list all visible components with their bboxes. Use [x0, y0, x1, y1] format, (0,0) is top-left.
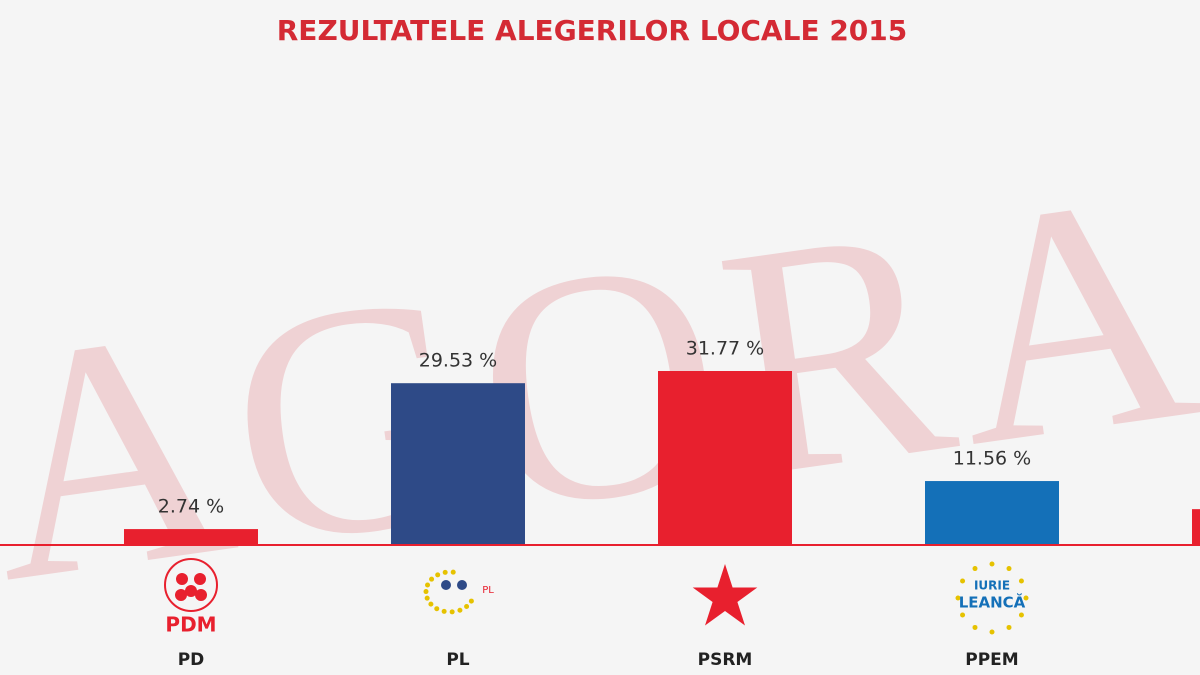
logo-star: [429, 576, 435, 582]
logo-star: [1023, 595, 1029, 601]
logo-star: [435, 572, 441, 578]
logo-star: [442, 569, 448, 575]
logo-star: [989, 561, 995, 567]
bar: [124, 529, 258, 544]
x-tick-label: PSRM: [698, 650, 753, 670]
logo-star: [428, 601, 434, 607]
logo-star: [1006, 624, 1012, 630]
logo-star: [425, 582, 431, 588]
value-label: 2.74 %: [158, 496, 224, 518]
logo-star: [464, 603, 470, 609]
logo-rose: [176, 573, 188, 585]
logo-figure: [441, 580, 451, 590]
logo-star: [450, 569, 456, 575]
logo-star: [1018, 612, 1024, 618]
logo-star: [972, 566, 978, 572]
logo-star: [423, 589, 429, 595]
logo-rose: [195, 589, 207, 601]
logo-ring: [164, 558, 218, 612]
logo-star: [434, 606, 440, 612]
bar: [925, 481, 1059, 544]
logo-star: [960, 612, 966, 618]
value-label: 29.53 %: [419, 350, 498, 372]
logo-star: [441, 608, 447, 614]
bar: [391, 383, 525, 544]
logo-star: [449, 609, 455, 615]
logo-rose: [175, 589, 187, 601]
logo-star: [457, 607, 463, 613]
logo-star: [955, 595, 961, 601]
logo-text: PDM: [165, 613, 216, 637]
logo-star: [424, 595, 430, 601]
logo-star: [972, 624, 978, 630]
bar: [1192, 509, 1200, 544]
logo-text: LEANCĂ: [959, 593, 1026, 612]
bar: [658, 371, 792, 544]
logo-text: PL: [482, 585, 494, 596]
logo-star: [960, 578, 966, 584]
logo-rose: [194, 573, 206, 585]
value-label: 31.77 %: [686, 338, 765, 360]
logo-star: [692, 564, 758, 626]
logo-star: [1006, 566, 1012, 572]
chart-title: REZULTATELE ALEGERILOR LOCALE 2015: [277, 14, 908, 47]
logo-figure: [457, 580, 467, 590]
logo-star: [468, 598, 474, 604]
logo-star: [989, 629, 995, 635]
x-tick-label: PPEM: [965, 650, 1018, 670]
x-tick-label: PD: [178, 650, 205, 670]
x-tick-label: PL: [446, 650, 469, 670]
logo-star: [1018, 578, 1024, 584]
logo-text: IURIE: [974, 579, 1010, 593]
logo-rose: [185, 585, 197, 597]
value-label: 11.56 %: [953, 448, 1032, 470]
